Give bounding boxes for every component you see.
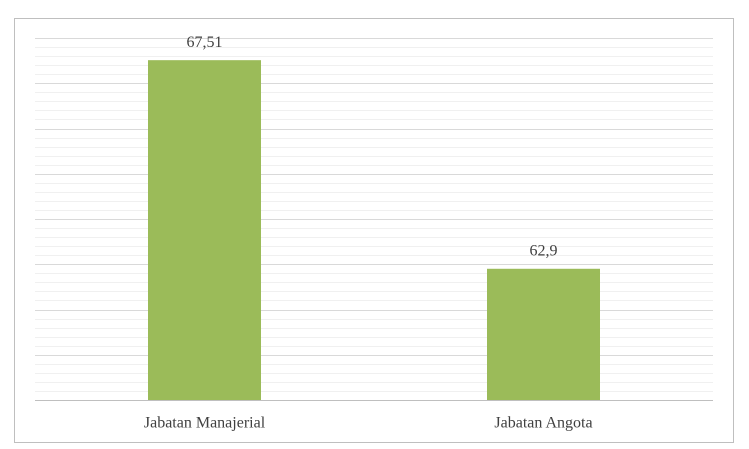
bar (148, 60, 261, 401)
bar (487, 268, 600, 400)
x-tick-label: Jabatan Manajerial (144, 415, 266, 432)
chart-frame (14, 18, 734, 443)
x-tick-label: Jabatan Angota (494, 415, 592, 432)
value-label: 67,51 (187, 34, 223, 51)
value-label: 62,9 (530, 242, 558, 259)
